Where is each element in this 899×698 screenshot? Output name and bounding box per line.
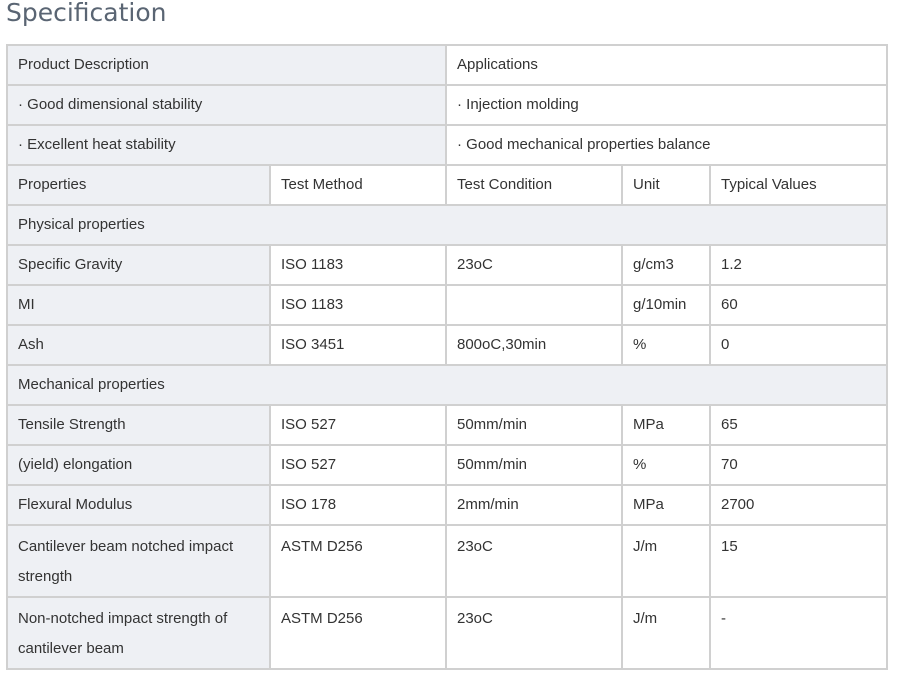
column-header: Typical Values [709,164,888,206]
table-cell: g/10min [621,284,711,326]
table-cell: % [621,324,711,366]
section-header: Mechanical properties [6,364,888,406]
column-header: Test Condition [445,164,623,206]
table-cell: ASTM D256 [269,596,447,670]
table-row: Flexural Modulus ISO 178 2mm/min MPa 2700 [6,484,888,526]
table-cell: (yield) elongation [6,444,271,486]
table-cell: Flexural Modulus [6,484,271,526]
page-title: Specification [6,0,167,27]
table-cell: ISO 1183 [269,284,447,326]
application-item: · Injection molding [445,84,888,126]
table-cell: ISO 178 [269,484,447,526]
spec-table: Product Description Applications · Good di… [6,44,888,670]
column-header: Test Method [269,164,447,206]
applications-header: Applications [445,44,888,86]
column-header: Properties [6,164,271,206]
table-row: MI ISO 1183 g/10min 60 [6,284,888,326]
intro-row: · Good dimensional stability · Injection … [6,84,888,126]
table-cell: g/cm3 [621,244,711,286]
table-cell: ISO 3451 [269,324,447,366]
table-cell: 65 [709,404,888,446]
intro-row: Product Description Applications [6,44,888,86]
table-row: Cantilever beam notched impact strength A… [6,524,888,598]
product-feature: · Good dimensional stability [6,84,447,126]
table-cell: 15 [709,524,888,598]
table-cell: ISO 527 [269,404,447,446]
table-cell: MI [6,284,271,326]
section-row: Physical properties [6,204,888,246]
table-cell: 23oC [445,244,623,286]
table-row: Non-notched impact strength of cantileve… [6,596,888,670]
table-cell: Non-notched impact strength of cantileve… [6,596,271,670]
table-cell: J/m [621,524,711,598]
header-row: Properties Test Method Test Condition Unit T… [6,164,888,206]
application-item: · Good mechanical properties balance [445,124,888,166]
section-header: Physical properties [6,204,888,246]
table-cell: ISO 1183 [269,244,447,286]
table-cell: Tensile Strength [6,404,271,446]
table-cell: MPa [621,484,711,526]
table-cell: 60 [709,284,888,326]
table-cell: 1.2 [709,244,888,286]
table-cell: Cantilever beam notched impact strength [6,524,271,598]
table-cell: 0 [709,324,888,366]
table-row: Tensile Strength ISO 527 50mm/min MPa 65 [6,404,888,446]
table-cell: 2700 [709,484,888,526]
column-header: Unit [621,164,711,206]
table-cell: - [709,596,888,670]
table-row: Specific Gravity ISO 1183 23oC g/cm3 1.2 [6,244,888,286]
table-cell: 2mm/min [445,484,623,526]
table-cell: 800oC,30min [445,324,623,366]
section-row: Mechanical properties [6,364,888,406]
table-cell: 50mm/min [445,404,623,446]
table-cell: J/m [621,596,711,670]
table-cell: Specific Gravity [6,244,271,286]
table-cell: 23oC [445,524,623,598]
product-feature: · Excellent heat stability [6,124,447,166]
table-row: (yield) elongation ISO 527 50mm/min% 70 [6,444,888,486]
table-cell: 50mm/min [445,444,623,486]
table-cell: % [621,444,711,486]
table-row: Ash ISO 3451 800oC,30min% 0 [6,324,888,366]
table-cell: 70 [709,444,888,486]
product-description-header: Product Description [6,44,447,86]
table-cell: Ash [6,324,271,366]
table-cell: ISO 527 [269,444,447,486]
table-cell [445,284,623,326]
table-cell: 23oC [445,596,623,670]
table-cell: MPa [621,404,711,446]
table-cell: ASTM D256 [269,524,447,598]
intro-row: · Excellent heat stability · Good mechani… [6,124,888,166]
